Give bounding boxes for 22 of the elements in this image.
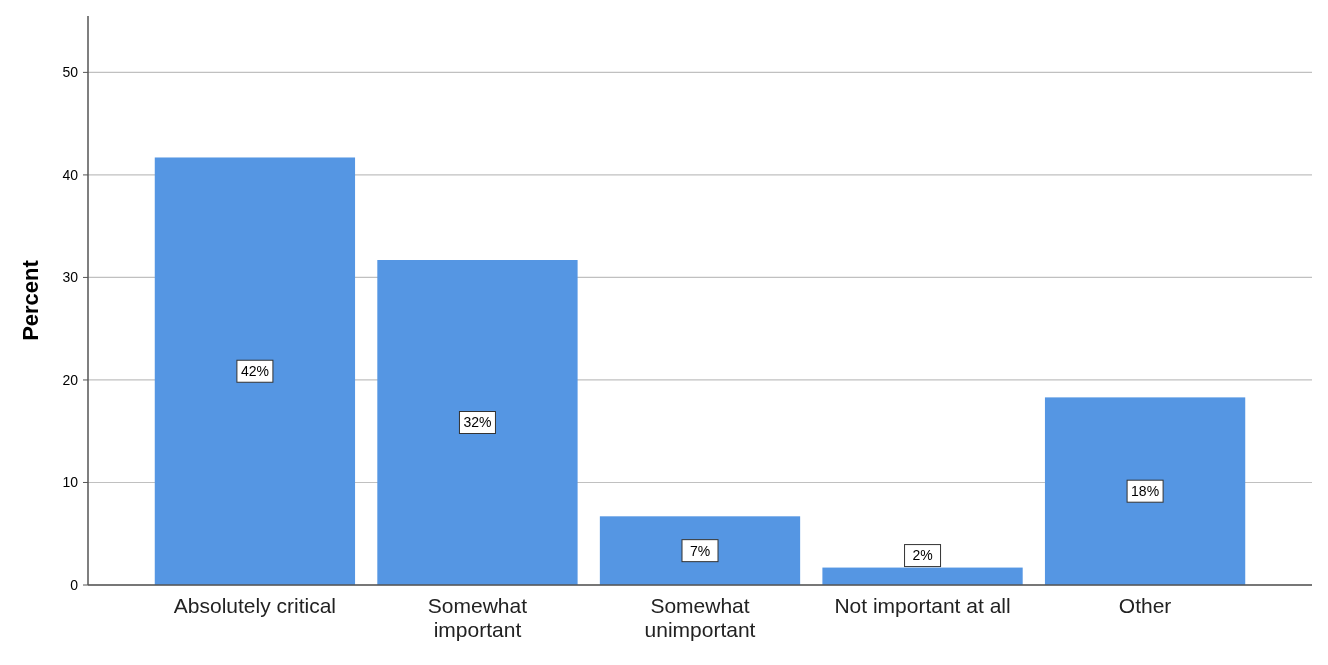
y-tick-label: 0 (70, 576, 79, 593)
bar (377, 260, 578, 585)
bar (1044, 397, 1246, 585)
bar (599, 516, 801, 585)
data-label: 2% (912, 547, 933, 564)
y-tick-label: 20 (62, 371, 79, 388)
x-tick-label: Absolutely critical (173, 594, 337, 617)
y-axis-title: Percent (18, 259, 43, 341)
y-tick-label: 40 (62, 166, 79, 183)
x-tick-label: Somewhat important (427, 594, 528, 641)
y-tick-label: 10 (62, 474, 79, 491)
bar (154, 157, 356, 585)
x-tick-label: Other (1118, 594, 1172, 617)
x-tick-label: Not important at all (834, 594, 1011, 617)
data-label: 7% (689, 542, 711, 559)
data-label: 32% (463, 414, 492, 431)
y-tick-label: 50 (62, 64, 79, 81)
data-label: 18% (1131, 483, 1160, 500)
bar (822, 567, 1023, 585)
y-tick-label: 30 (62, 269, 79, 286)
data-label: 42% (240, 363, 269, 380)
x-tick-label: Somewhat unimportant (644, 594, 756, 641)
